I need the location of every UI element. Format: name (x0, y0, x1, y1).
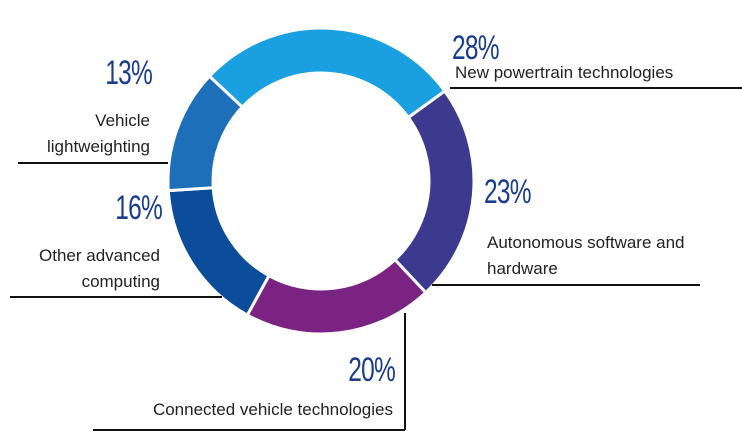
category-label: Vehicle lightweighting (46, 111, 150, 156)
category-label: Connected vehicle technologies (152, 400, 393, 419)
category-label: Other advanced computing (39, 246, 160, 291)
percent-label: 23% (484, 173, 532, 211)
percent-label: 16% (115, 189, 163, 227)
donut-segment (207, 26, 447, 120)
category-label: Autonomous software and hardware (487, 233, 685, 278)
donut-segment (245, 257, 428, 336)
donut-segment (166, 186, 272, 318)
percent-label: 13% (105, 54, 153, 92)
percent-label: 20% (348, 351, 396, 389)
donut-segment (392, 88, 476, 295)
category-label: New powertrain technologies (455, 63, 674, 82)
percent-label: 28% (452, 29, 500, 67)
donut-segment (166, 74, 245, 193)
